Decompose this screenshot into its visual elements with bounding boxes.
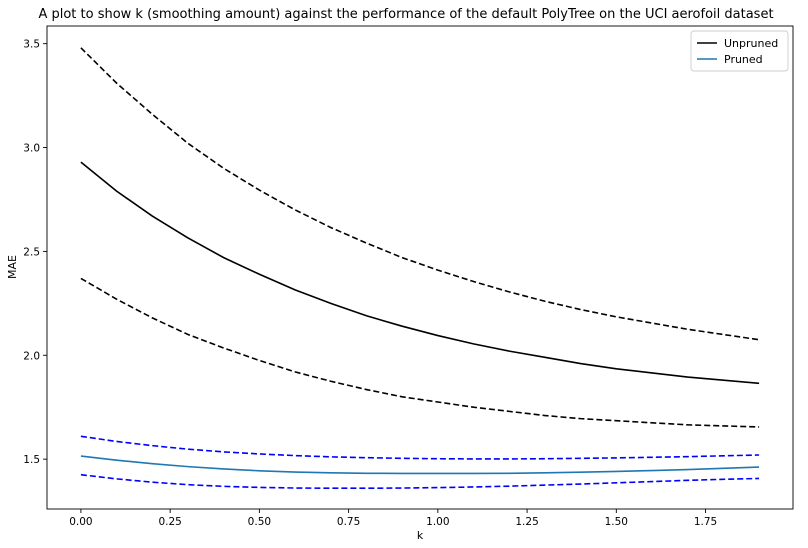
- legend: Unpruned Pruned: [690, 30, 789, 72]
- y-tick-label: 2.5: [23, 246, 40, 258]
- x-axis: 0.00 0.25 0.50 0.75 1.00 1.25 1.50 1.75: [69, 509, 717, 528]
- x-tick-label: 0.50: [248, 516, 271, 528]
- x-tick-label: 1.75: [694, 516, 717, 528]
- legend-box: [690, 30, 789, 72]
- series-layer: [80, 47, 760, 490]
- x-tick-label: 0.00: [69, 516, 92, 528]
- series-line-pruned-3: [80, 455, 760, 475]
- x-axis-label: k: [417, 529, 424, 542]
- y-tick-label: 3.5: [23, 39, 40, 51]
- x-tick-label: 0.75: [337, 516, 360, 528]
- y-axis-label: MAE: [6, 255, 19, 279]
- series-line-unpruned-bound-2: [80, 277, 760, 428]
- series-line-pruned-bound-4: [80, 435, 760, 460]
- series-line-unpruned-bound-1: [80, 47, 760, 341]
- x-tick-label: 1.50: [605, 516, 628, 528]
- y-tick-label: 1.5: [23, 454, 40, 466]
- y-tick-label: 2.0: [23, 350, 40, 362]
- series-line-unpruned-0: [80, 161, 760, 385]
- y-axis: 1.5 2.0 2.5 3.0 3.5: [23, 39, 47, 466]
- x-tick-label: 1.00: [426, 516, 449, 528]
- x-tick-label: 1.25: [515, 516, 538, 528]
- legend-label-unpruned: Unpruned: [724, 37, 778, 50]
- x-tick-label: 0.25: [158, 516, 181, 528]
- y-tick-label: 3.0: [23, 143, 40, 155]
- plot-area: [46, 25, 794, 510]
- chart-title: A plot to show k (smoothing amount) agai…: [38, 7, 773, 22]
- legend-label-pruned: Pruned: [724, 53, 763, 66]
- series-line-pruned-bound-5: [80, 473, 760, 490]
